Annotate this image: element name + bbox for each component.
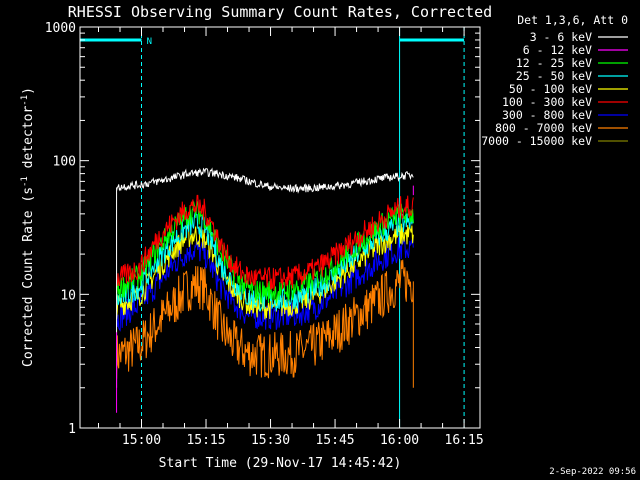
flag-label: N: [147, 37, 152, 47]
x-axis-label: Start Time (29-Nov-17 14:45:42): [159, 456, 402, 471]
series-line-4: [116, 223, 414, 320]
series-line-0: [116, 167, 414, 388]
legend-label: 100 - 300 keV: [502, 95, 592, 109]
plot-frame: [79, 26, 481, 429]
y-tick-label: 10: [60, 288, 76, 303]
x-tick-label: 15:15: [186, 433, 225, 448]
x-tick-label: 15:45: [315, 433, 354, 448]
x-tick-label: 15:00: [122, 433, 161, 448]
y-axis-label-suffix: ): [21, 87, 36, 95]
series-line-7: [116, 259, 414, 388]
y-axis-label-sup2: -1: [20, 95, 30, 106]
y-axis-label-prefix: Corrected Count Rate (s: [21, 187, 36, 367]
y-tick-label: 100: [53, 155, 76, 170]
series-layer: [116, 167, 414, 413]
y-axis-label-sup1: -1: [20, 176, 30, 187]
y-axis: 1 10 100 1000: [45, 21, 480, 437]
y-tick-label: 1: [68, 422, 76, 437]
y-tick-label: 1000: [45, 21, 76, 36]
legend-label: 50 - 100 keV: [509, 82, 592, 96]
y-axis-label-mid: detector: [21, 106, 36, 177]
y-axis-label: Corrected Count Rate (s-1 detector-1): [20, 87, 36, 367]
x-axis: 15:00 15:15 15:30 15:45 16:00 16:15: [97, 27, 484, 448]
legend-label: 7000 - 15000 keV: [481, 134, 592, 148]
legend-label: 300 - 800 keV: [502, 108, 592, 122]
legend-label: 12 - 25 keV: [516, 56, 592, 70]
chart-title: RHESSI Observing Summary Count Rates, Co…: [68, 3, 492, 21]
legend-label: 6 - 12 keV: [523, 43, 592, 57]
series-line-5: [116, 194, 414, 291]
series-line-1: [116, 185, 414, 413]
legend-label: 25 - 50 keV: [516, 69, 592, 83]
legend-label: 800 - 7000 keV: [495, 121, 592, 135]
legend-label: 3 - 6 keV: [530, 30, 592, 44]
date-stamp: 2-Sep-2022 09:56: [549, 467, 636, 477]
legend-header: Det 1,3,6, Att 0: [517, 13, 628, 27]
x-tick-label: 16:15: [445, 433, 484, 448]
x-tick-label: 15:30: [251, 433, 290, 448]
x-tick-label: 16:00: [380, 433, 419, 448]
